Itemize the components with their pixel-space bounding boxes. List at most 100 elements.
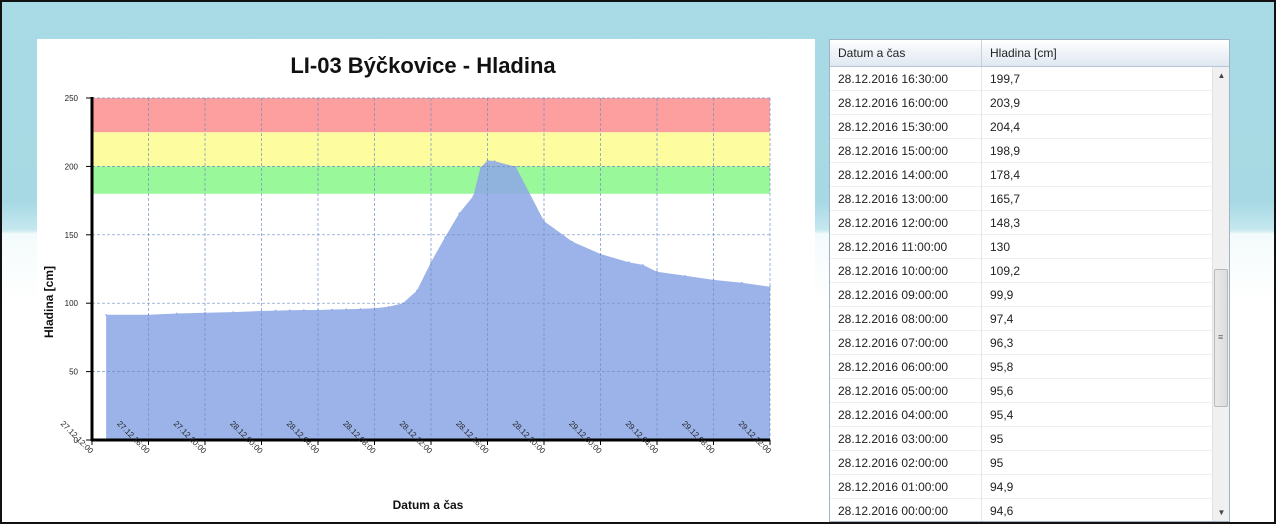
table-row[interactable]: 28.12.2016 02:00:00 95 — [830, 451, 1212, 475]
cell-level: 99,9 — [990, 288, 1014, 302]
table-row[interactable]: 28.12.2016 14:00:00 178,4 — [830, 163, 1212, 187]
x-axis-label: Datum a čas — [393, 498, 464, 512]
y-tick-label: 50 — [69, 368, 78, 377]
data-point — [232, 311, 235, 313]
cell-date: 28.12.2016 06:00:00 — [830, 355, 982, 379]
data-point — [387, 305, 390, 308]
column-header-level[interactable]: Hladina [cm] — [990, 46, 1057, 60]
column-header-date[interactable]: Datum a čas — [830, 40, 982, 66]
table-body: 28.12.2016 16:30:00 199,7 28.12.2016 16:00… — [830, 67, 1212, 521]
data-point — [105, 314, 107, 316]
cell-date: 28.12.2016 15:30:00 — [830, 115, 982, 139]
cell-date: 28.12.2016 07:00:00 — [830, 331, 982, 355]
table-row[interactable]: 28.12.2016 15:30:00 204,4 — [830, 115, 1212, 139]
table-row[interactable]: 28.12.2016 06:00:00 95,8 — [830, 355, 1212, 379]
cell-date: 28.12.2016 16:30:00 — [830, 67, 982, 91]
data-point — [543, 220, 545, 222]
table-row[interactable]: 28.12.2016 05:00:00 95,6 — [830, 379, 1212, 403]
data-point — [740, 281, 743, 284]
table-row[interactable]: 28.12.2016 11:00:00 130 — [830, 235, 1212, 259]
cell-level: 198,9 — [990, 144, 1021, 158]
data-point — [416, 289, 418, 292]
cell-level: 95,4 — [990, 408, 1014, 422]
cell-date: 28.12.2016 05:00:00 — [830, 379, 982, 403]
water-level-area — [106, 160, 771, 440]
table-row[interactable]: 28.12.2016 03:00:00 95 — [830, 427, 1212, 451]
cell-date: 28.12.2016 04:00:00 — [830, 403, 982, 427]
table-row[interactable]: 28.12.2016 04:00:00 95,4 — [830, 403, 1212, 427]
data-table: Datum a čas Hladina [cm] 28.12.2016 16:3… — [829, 39, 1230, 522]
scroll-thumb[interactable]: ≡ — [1214, 269, 1228, 407]
data-point — [175, 312, 178, 315]
y-tick-label: 0 — [74, 436, 79, 445]
grip-icon: ≡ — [1218, 332, 1224, 342]
data-point — [345, 308, 348, 311]
data-point — [303, 309, 305, 311]
cell-date: 28.12.2016 10:00:00 — [830, 259, 982, 283]
data-point — [627, 261, 630, 263]
data-point — [458, 212, 461, 215]
vertical-scrollbar[interactable]: ▲ ≡ ▼ — [1212, 67, 1229, 521]
data-point — [331, 308, 333, 311]
cell-date: 28.12.2016 11:00:00 — [830, 235, 982, 259]
cell-level: 148,3 — [990, 216, 1021, 230]
cell-date: 28.12.2016 16:00:00 — [830, 91, 982, 115]
cell-level: 203,9 — [990, 96, 1021, 110]
cell-date: 28.12.2016 13:00:00 — [830, 187, 982, 211]
cell-date: 28.12.2016 15:00:00 — [830, 139, 982, 163]
chart-panel: LI-03 Býčkovice - Hladina 0 50 100 150 200 25… — [37, 39, 815, 522]
table-row[interactable]: 28.12.2016 07:00:00 96,3 — [830, 331, 1212, 355]
cell-date: 28.12.2016 01:00:00 — [830, 475, 982, 499]
table-row[interactable]: 28.12.2016 16:30:00 199,7 — [830, 67, 1212, 91]
cell-date: 28.12.2016 00:00:00 — [830, 499, 982, 521]
data-point — [642, 264, 644, 266]
data-point — [656, 270, 658, 273]
y-tick-label: 250 — [65, 94, 79, 103]
data-point — [472, 195, 475, 197]
table-row[interactable]: 28.12.2016 16:00:00 203,9 — [830, 91, 1212, 115]
cell-level: 109,2 — [990, 264, 1021, 278]
y-tick-label: 200 — [65, 162, 79, 171]
cell-date: 28.12.2016 03:00:00 — [830, 427, 982, 451]
table-row[interactable]: 28.12.2016 09:00:00 99,9 — [830, 283, 1212, 307]
data-point — [444, 236, 446, 238]
cell-level: 97,4 — [990, 312, 1014, 326]
scroll-down-arrow-icon[interactable]: ▼ — [1217, 508, 1226, 517]
cell-date: 28.12.2016 08:00:00 — [830, 307, 982, 331]
table-row[interactable]: 28.12.2016 13:00:00 165,7 — [830, 187, 1212, 211]
table-row[interactable]: 28.12.2016 01:00:00 94,9 — [830, 475, 1212, 499]
data-point — [359, 308, 362, 310]
cell-date: 28.12.2016 14:00:00 — [830, 163, 982, 187]
table-row[interactable]: 28.12.2016 15:00:00 198,9 — [830, 139, 1212, 163]
y-axis-label: Hladina [cm] — [42, 266, 56, 338]
cell-level: 95 — [990, 456, 1004, 470]
cell-date: 28.12.2016 02:00:00 — [830, 451, 982, 475]
table-row[interactable]: 28.12.2016 00:00:00 94,6 — [830, 499, 1212, 521]
x-tick-label: 27.12 12:00 — [59, 419, 96, 456]
table-row[interactable]: 28.12.2016 10:00:00 109,2 — [830, 259, 1212, 283]
cell-level: 204,4 — [990, 120, 1021, 134]
data-point — [514, 166, 517, 168]
data-point — [571, 240, 574, 243]
y-tick-label: 100 — [65, 299, 79, 308]
cell-level: 130 — [990, 240, 1011, 254]
cell-level: 96,3 — [990, 336, 1014, 350]
table-header: Datum a čas Hladina [cm] — [830, 40, 1229, 67]
cell-level: 178,4 — [990, 168, 1021, 182]
scroll-up-arrow-icon[interactable]: ▲ — [1217, 71, 1226, 80]
cell-level: 94,9 — [990, 480, 1014, 494]
water-level-chart: LI-03 Býčkovice - Hladina 0 50 100 150 200 25… — [42, 53, 773, 512]
data-point — [274, 309, 277, 312]
chart-title: LI-03 Býčkovice - Hladina — [290, 53, 556, 78]
cell-level: 199,7 — [990, 72, 1021, 86]
data-point — [288, 309, 291, 311]
data-point — [479, 167, 482, 169]
data-point — [204, 311, 206, 314]
y-tick-label: 150 — [65, 231, 79, 240]
table-row[interactable]: 28.12.2016 08:00:00 97,4 — [830, 307, 1212, 331]
cell-level: 165,7 — [990, 192, 1021, 206]
table-row[interactable]: 28.12.2016 12:00:00 148,3 — [830, 211, 1212, 235]
data-point — [769, 285, 771, 288]
data-point — [493, 160, 496, 162]
